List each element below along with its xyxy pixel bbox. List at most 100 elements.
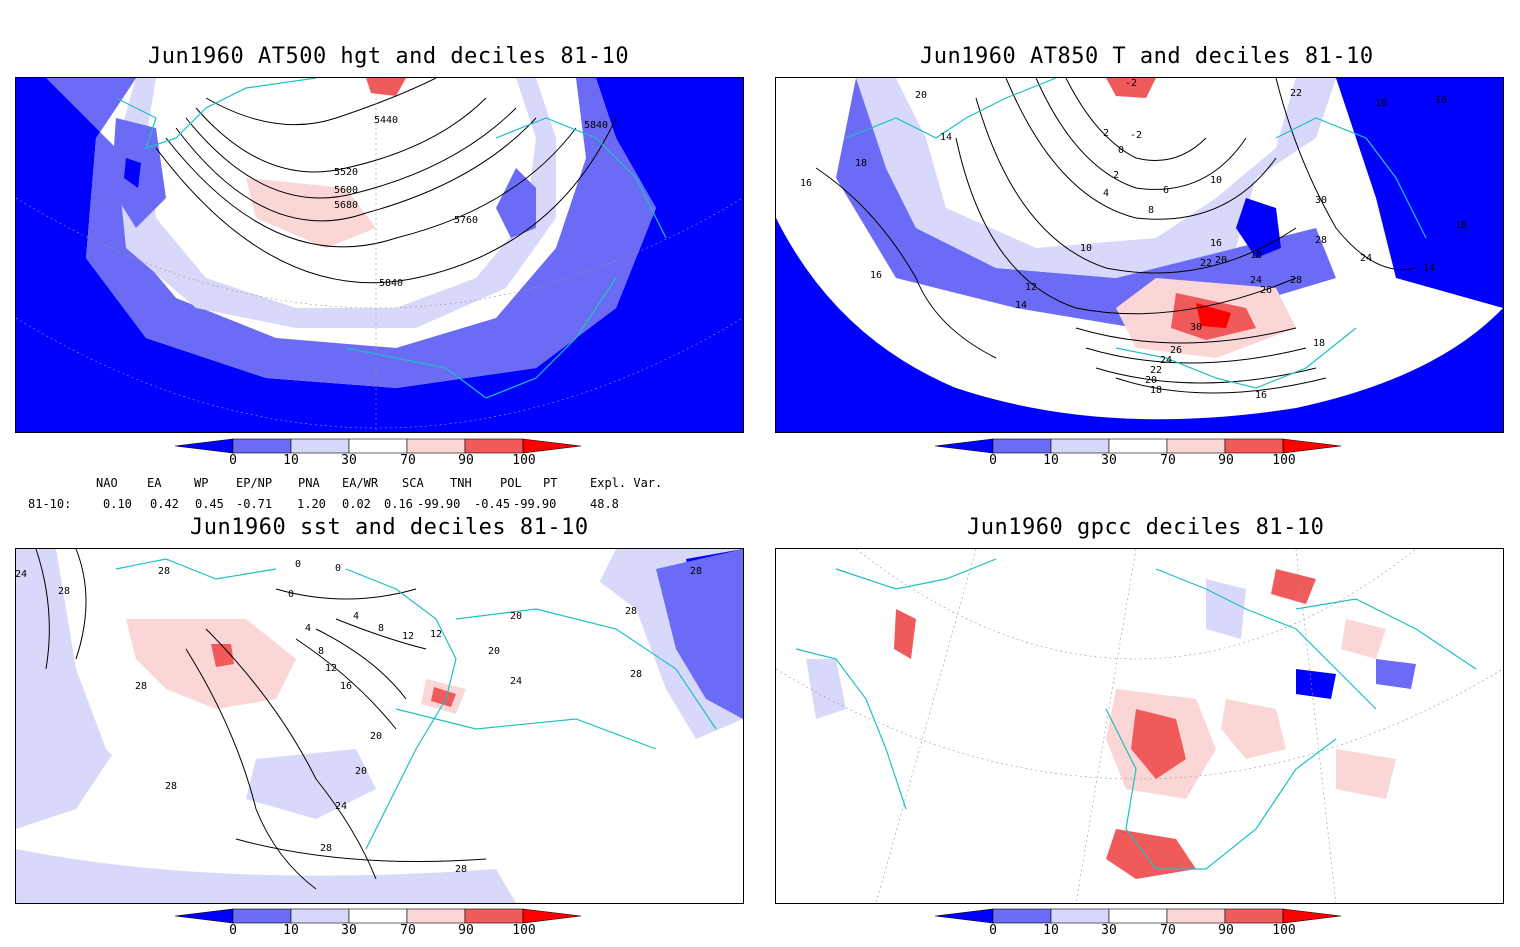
colorbar-segment: [348, 908, 408, 924]
decile-0-10-region: [776, 218, 1503, 432]
index-header: EA: [147, 476, 162, 490]
precip-decile-patches: [806, 569, 1416, 879]
colorbar-label: 100: [1272, 923, 1296, 938]
index-header: WP: [194, 476, 209, 490]
map-panel-at850: -2 2 0 -2 4 2 6 8 10 10 12 14 16 18 20 2…: [775, 77, 1504, 433]
title-gpcc: Jun1960 gpcc deciles 81-10: [967, 515, 1325, 540]
index-header: EA/WR: [342, 476, 379, 490]
contour-label: 18: [1250, 250, 1262, 261]
contour-label: 28: [58, 586, 70, 597]
contour-label: 28: [625, 606, 637, 617]
contour-label: 28: [320, 843, 332, 854]
index-header: Expl. Var.: [590, 476, 663, 490]
coastlines: [115, 78, 667, 399]
contour-5760: [165, 127, 577, 248]
colorbar-segment: [934, 438, 994, 454]
decile-70-90-north: [1106, 78, 1156, 98]
colorbar-segment: [232, 438, 292, 454]
index-header: NAO: [96, 476, 118, 490]
map-at500: 5440 5520 5600 5680 5760 5840 5840: [16, 78, 743, 432]
contour-label: 16: [870, 270, 882, 281]
colorbar-label: 30: [1101, 923, 1117, 938]
coast-africa: [345, 277, 617, 399]
contour-label: 18: [1375, 98, 1387, 109]
index-value: -99.90: [417, 497, 461, 511]
contour-label: 16: [340, 681, 352, 692]
decile-90-100-region: [366, 78, 406, 96]
contour-label: 24: [1160, 355, 1172, 366]
contour-label: 8: [318, 646, 324, 657]
colorbar-label: 10: [1043, 923, 1059, 938]
colorbar-label: 70: [1160, 923, 1176, 938]
contour-label: 24: [1250, 275, 1262, 286]
index-header: EP/NP: [236, 476, 273, 490]
contour-label: 5600: [334, 185, 358, 196]
contour-label: 5440: [374, 115, 398, 126]
contour-label: 28: [135, 681, 147, 692]
contour-label: 12: [402, 631, 414, 642]
contour-5840: [155, 117, 617, 284]
contour-label: 5840: [379, 278, 403, 289]
colorbar-at500: 0 10 30 70 90 100: [173, 437, 593, 477]
contour-label: 28: [165, 781, 177, 792]
colorbar-segment: [290, 438, 350, 454]
contour-label: 20: [510, 611, 522, 622]
colorbar-label: 10: [1043, 453, 1059, 468]
map-gpcc: [776, 549, 1503, 903]
contour-label: 4: [353, 611, 359, 622]
index-header: PNA: [298, 476, 320, 490]
coast-asia: [495, 117, 667, 239]
coastlines: [115, 558, 717, 850]
contour-label: 22: [1290, 88, 1302, 99]
graticule: [776, 549, 1503, 903]
contour-label: 26: [1260, 285, 1272, 296]
index-value: 0.16: [384, 497, 413, 511]
colorbar-label: 30: [341, 453, 357, 468]
contour-label: 24: [1360, 253, 1372, 264]
colorbar-label: 90: [1218, 453, 1234, 468]
contour-label: 20: [370, 731, 382, 742]
colorbar-label: 10: [283, 453, 299, 468]
contour-label: 16: [1210, 238, 1222, 249]
colorbar-label: 100: [512, 453, 536, 468]
colorbar-segment: [1108, 908, 1168, 924]
contour-label: 22: [1150, 365, 1162, 376]
colorbar-label: 90: [458, 923, 474, 938]
contour-label: 8: [1148, 205, 1154, 216]
colorbar-label: 100: [1272, 453, 1296, 468]
colorbar-label: 100: [512, 923, 536, 938]
title-at500: Jun1960 AT500 hgt and deciles 81-10: [148, 44, 630, 69]
contour-label: 0: [1118, 145, 1124, 156]
decile-neutral-region: [896, 78, 1296, 248]
decile-90-east: [431, 687, 456, 707]
colorbar-segment: [290, 908, 350, 924]
contour-label: 4: [305, 623, 311, 634]
contour-5520: [195, 97, 487, 173]
index-header: POL: [500, 476, 522, 490]
colorbar-label: 0: [989, 453, 997, 468]
colorbar-segment: [934, 908, 994, 924]
contour-label: 20: [355, 766, 367, 777]
contour-label: 0: [288, 589, 294, 600]
colorbar-segment: [1224, 908, 1284, 924]
colorbar-segment: [992, 438, 1052, 454]
colorbar-label: 10: [283, 923, 299, 938]
index-value: 1.20: [297, 497, 326, 511]
temperature-contours: [815, 78, 1417, 394]
contour-5600: [185, 107, 517, 199]
colorbar-segment: [232, 908, 292, 924]
colorbar-label: 90: [458, 453, 474, 468]
colorbar-label: 70: [400, 453, 416, 468]
colorbar-segment: [174, 438, 234, 454]
contour-label: 0: [295, 559, 301, 570]
colorbar-segment: [348, 438, 408, 454]
colorbar-at850: 0 10 30 70 90 100: [933, 437, 1353, 477]
contour-label: 18: [1455, 220, 1467, 231]
contour-label: 5520: [334, 167, 358, 178]
colorbar-segment: [522, 438, 582, 454]
index-row-label: 81-10:: [28, 497, 72, 511]
contour-label: 12: [325, 663, 337, 674]
contour-label: 16: [1435, 95, 1447, 106]
decile-10-30-region: [656, 549, 743, 719]
contour-label: 28: [690, 566, 702, 577]
